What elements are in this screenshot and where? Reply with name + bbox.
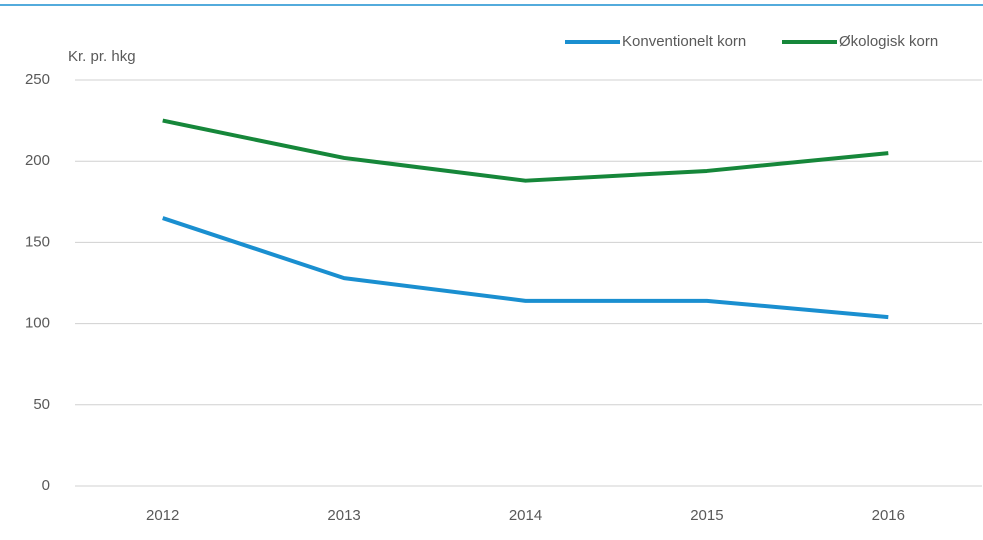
series-line (162, 118, 889, 183)
x-tick-label: 2013 (327, 507, 360, 524)
y-tick-label: 0 (42, 477, 50, 494)
y-axis-label: Kr. pr. hkg (68, 48, 136, 65)
legend-label: Økologisk korn (839, 33, 938, 50)
legend-label: Konventionelt korn (622, 33, 746, 50)
x-tick-label: 2014 (509, 507, 542, 524)
y-tick-label: 100 (25, 315, 50, 332)
x-tick-label: 2012 (146, 507, 179, 524)
x-tick-label: 2015 (690, 507, 723, 524)
y-tick-label: 150 (25, 233, 50, 250)
y-tick-label: 200 (25, 152, 50, 169)
x-tick-label: 2016 (872, 507, 905, 524)
y-tick-label: 250 (25, 71, 50, 88)
y-tick-label: 50 (33, 396, 50, 413)
series-line (162, 216, 889, 320)
